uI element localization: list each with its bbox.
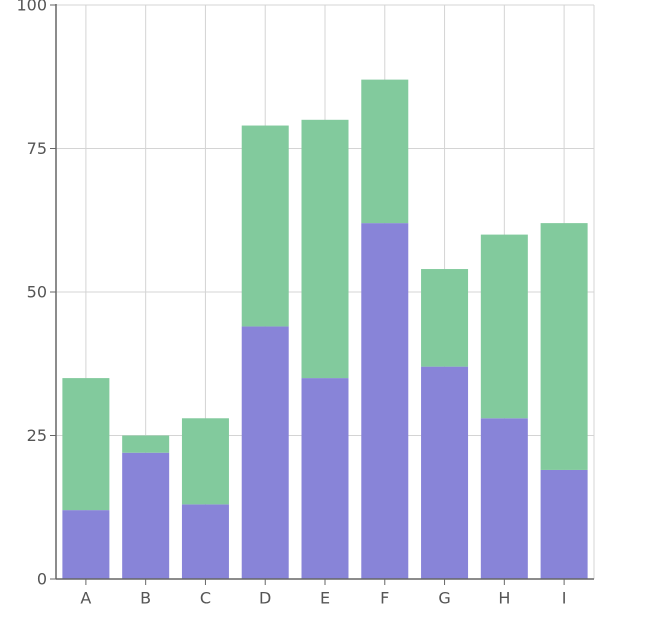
x-tick-label-I: I (562, 589, 567, 608)
y-tick-label-2: 50 (27, 283, 47, 302)
bar-G-series-2 (421, 269, 469, 367)
bar-I-series-1 (540, 469, 588, 579)
x-tick-label-D: D (259, 589, 271, 608)
x-tick-label-A: A (80, 589, 91, 608)
bar-A-series-1 (62, 510, 110, 579)
x-tick-label-F: F (380, 589, 389, 608)
x-tick-label-C: C (200, 589, 211, 608)
tick-labels: 0 25 50 75 100 A B C D E F G H I (16, 0, 566, 608)
bar-E-series-2 (301, 119, 349, 379)
x-tick-label-B: B (140, 589, 151, 608)
bars (62, 79, 588, 579)
y-tick-label-1: 25 (27, 426, 47, 445)
bar-F-series-2 (361, 79, 409, 224)
bar-H-series-2 (480, 234, 528, 419)
x-tick-label-H: H (498, 589, 510, 608)
x-tick-label-G: G (438, 589, 450, 608)
bar-A-series-2 (62, 378, 110, 511)
bar-D-series-2 (241, 125, 289, 327)
bar-H-series-1 (480, 418, 528, 579)
y-tick-label-0: 0 (37, 570, 47, 589)
bar-B-series-2 (122, 435, 170, 453)
bar-D-series-1 (241, 326, 289, 579)
bar-F-series-1 (361, 223, 409, 579)
bar-G-series-1 (421, 366, 469, 579)
bar-C-series-2 (181, 418, 229, 505)
bar-C-series-1 (181, 504, 229, 579)
axes (50, 4, 594, 585)
x-tick-label-E: E (320, 589, 330, 608)
bar-E-series-1 (301, 378, 349, 579)
bar-B-series-1 (122, 452, 170, 579)
y-tick-label-4: 100 (16, 0, 47, 15)
y-tick-label-3: 75 (27, 139, 47, 158)
bar-I-series-2 (540, 223, 588, 470)
